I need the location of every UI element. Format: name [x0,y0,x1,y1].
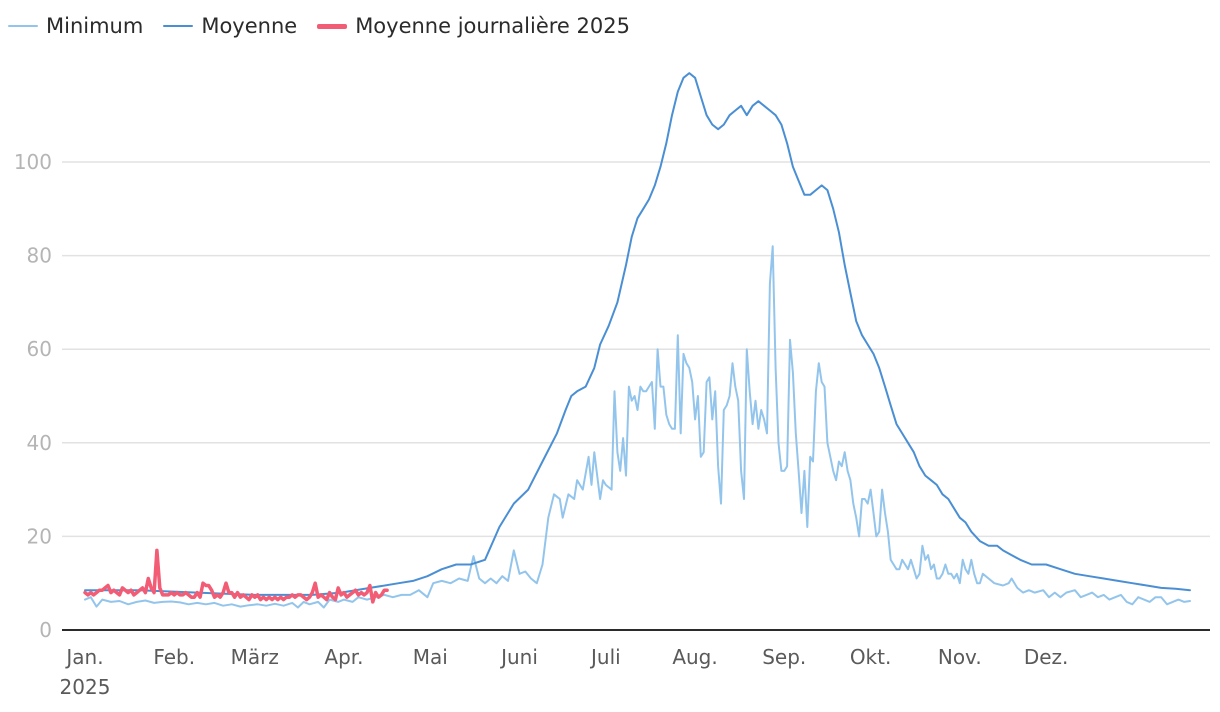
x-tick-label-4: Mai [413,645,448,669]
gridlines [62,161,1210,538]
series-minimum-line [84,245,1191,609]
legend-label-moyenne-2025: Moyenne journalière 2025 [355,14,630,38]
x-tick-label-1: Feb. [153,645,195,669]
x-tick-label-6: Juli [589,645,621,669]
y-tick-label-0: 0 [39,618,52,642]
x-tick-label-11: Dez. [1024,645,1069,669]
x-tick-label-7: Aug. [672,645,717,669]
legend-label-moyenne: Moyenne [201,14,298,38]
legend-item-moyenne-2025[interactable]: Moyenne journalière 2025 [317,14,630,38]
x-tick-label-10: Nov. [938,645,982,669]
series-moyenne-2025-line [83,548,389,604]
legend: Minimum Moyenne Moyenne journalière 2025 [8,14,650,38]
y-tick-label-20: 20 [27,524,52,548]
y-tick-label-60: 60 [27,337,52,361]
y-tick-label-40: 40 [27,431,52,455]
x-year-label: 2025 [60,675,111,699]
x-tick-label-0: Jan. [64,645,103,669]
y-tick-label-100: 100 [14,150,52,174]
y-axis-ticks: 0 20 40 60 80 100 [14,150,52,642]
legend-swatch-moyenne-2025 [317,23,348,29]
series-lines [83,72,1191,609]
x-axis-ticks: Jan. Feb. März Apr. Mai Juni Juli Aug. Sep. Okt. N… [60,645,1069,699]
legend-item-moyenne[interactable]: Moyenne [163,14,297,38]
x-tick-label-3: Apr. [324,645,363,669]
x-tick-label-8: Sep. [762,645,806,669]
x-tick-label-9: Okt. [850,645,892,669]
legend-label-minimum: Minimum [46,14,144,38]
y-tick-label-80: 80 [27,244,52,268]
legend-swatch-moyenne [163,25,194,27]
x-tick-label-2: März [231,645,279,669]
legend-swatch-minimum [8,25,38,27]
legend-item-minimum[interactable]: Minimum [8,14,143,38]
series-moyenne-line [84,72,1191,596]
x-tick-label-5: Juni [499,645,538,669]
